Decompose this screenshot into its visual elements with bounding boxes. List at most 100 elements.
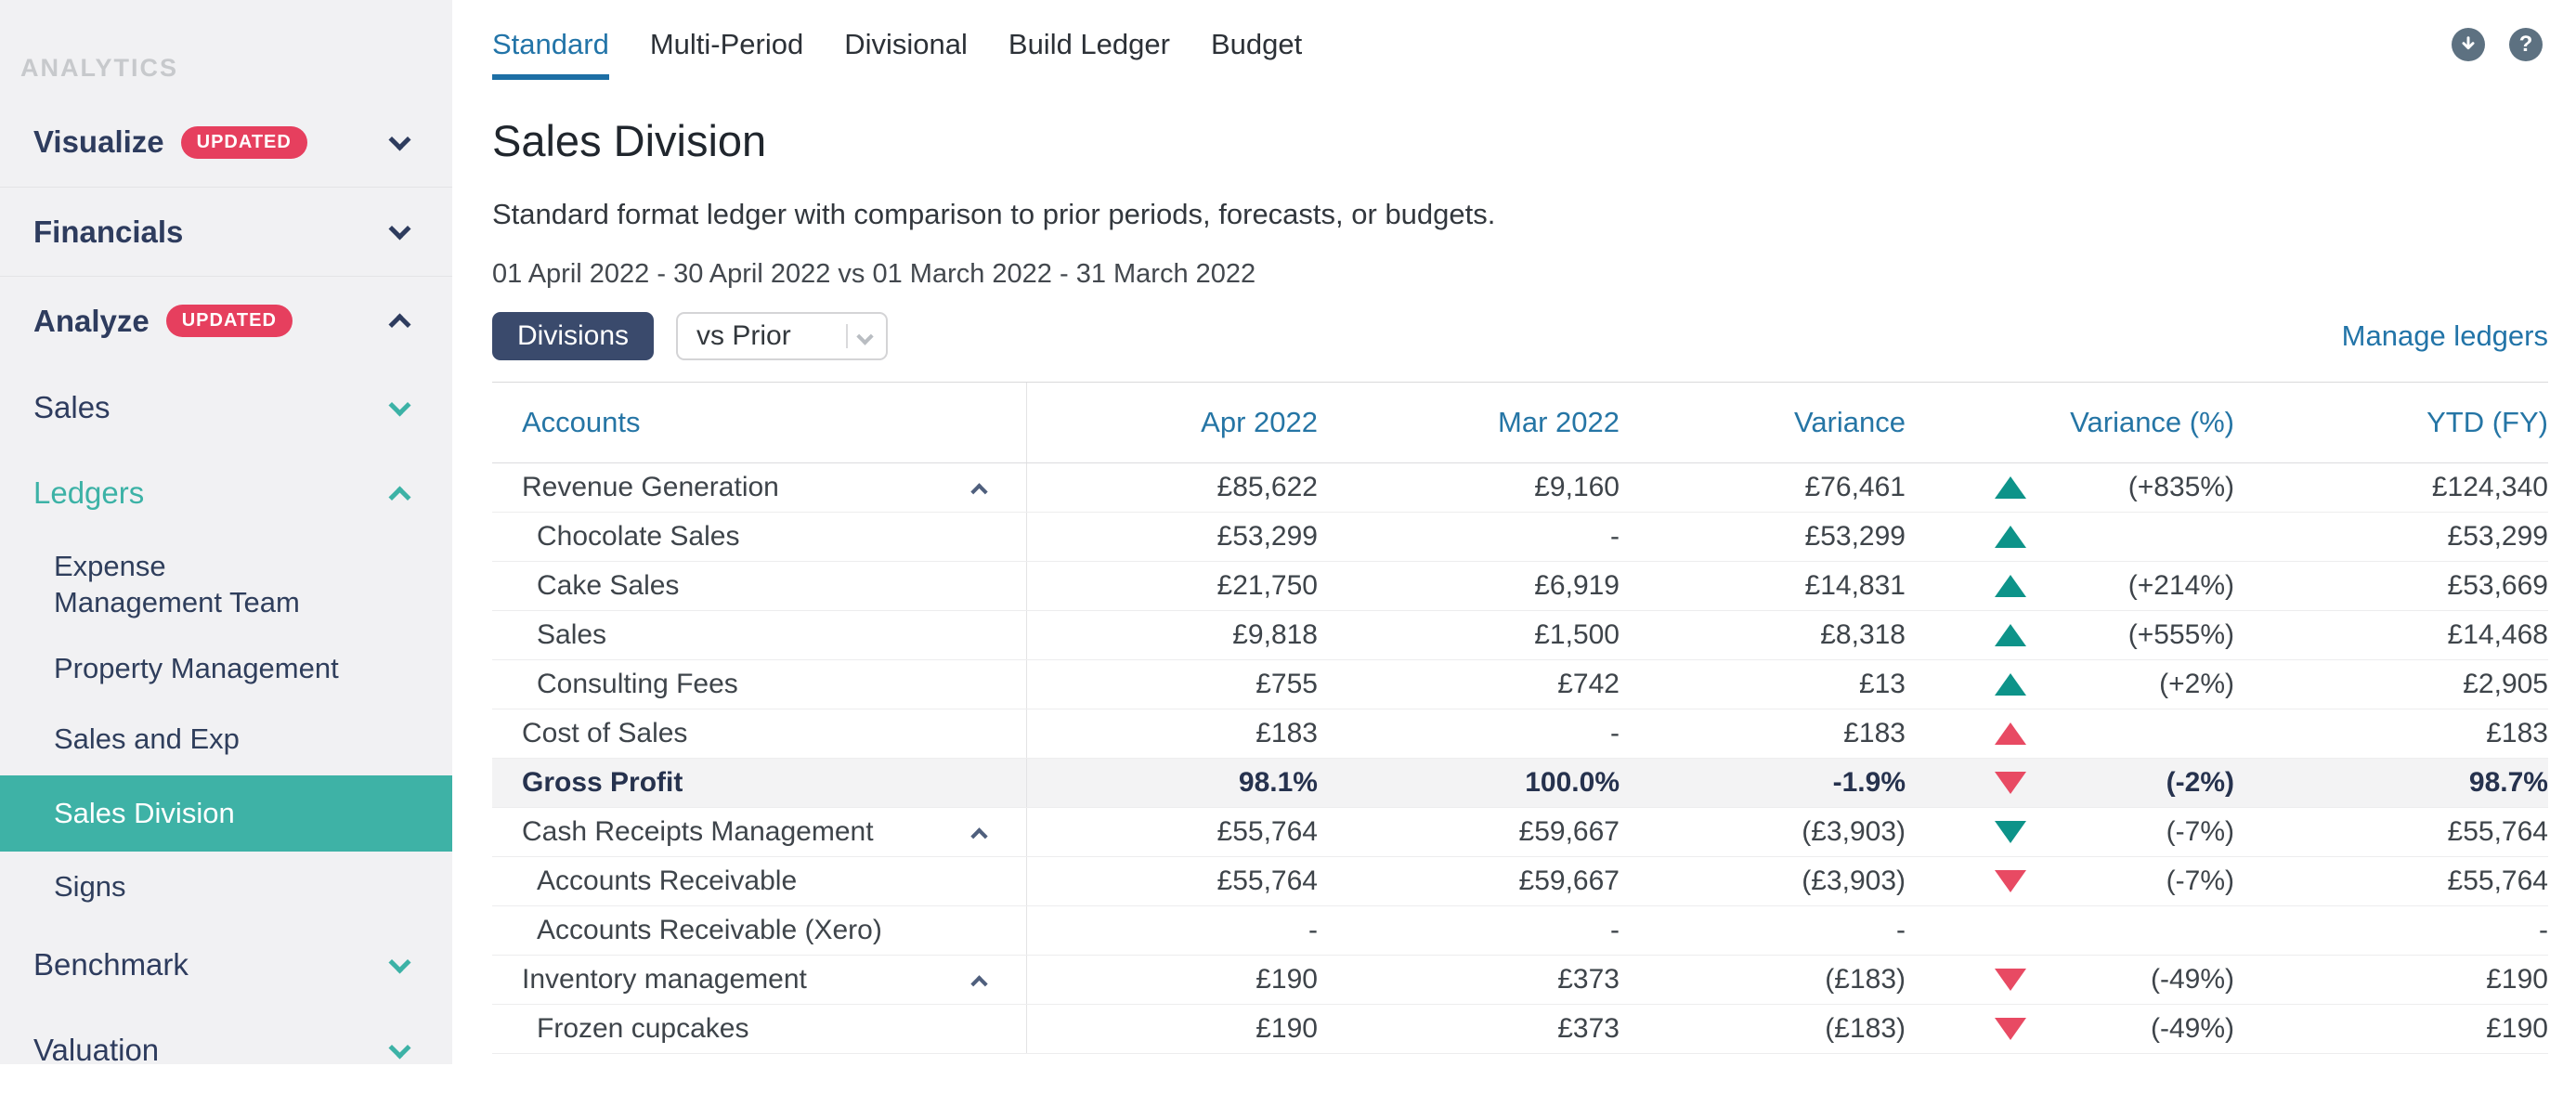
tab-standard[interactable]: Standard [492, 28, 609, 80]
variance-pct-value: (+835%) [2127, 472, 2234, 502]
ytd-value: - [2539, 915, 2548, 945]
table-row[interactable]: Accounts Receivable £55,764 £59,667 (£3,… [492, 857, 2548, 906]
table-row[interactable]: Frozen cupcakes £190 £373 (£183) (-49%) … [492, 1005, 2548, 1054]
sidebar-item-sales[interactable]: Sales [0, 365, 452, 450]
variance-direction-icon [1994, 673, 2026, 696]
account-name: Inventory management [522, 964, 807, 995]
column-header-ytd-fy: YTD (FY) [2426, 406, 2548, 438]
sidebar-item-analyze[interactable]: Analyze UPDATED [0, 276, 452, 365]
table-row[interactable]: Gross Profit 98.1% 100.0% -1.9% (-2%) 98… [492, 759, 2548, 808]
collapse-chevron-icon[interactable] [970, 826, 988, 845]
chevron-down-icon [388, 951, 411, 974]
sidebar-item-valuation[interactable]: Valuation [0, 1008, 452, 1093]
chevron-down-icon [388, 393, 411, 417]
ytd-value: £55,764 [2447, 816, 2548, 847]
variance-value: - [1896, 915, 1906, 945]
sidebar-item-sales-and-exp[interactable]: Sales and Exp [0, 705, 452, 775]
collapse-chevron-icon[interactable] [970, 482, 988, 501]
collapse-chevron-icon[interactable] [970, 974, 988, 993]
download-icon[interactable] [2452, 28, 2485, 61]
mar-value: - [1610, 718, 1620, 748]
account-name: Consulting Fees [537, 669, 738, 699]
comparison-select[interactable]: vs Prior [676, 312, 889, 360]
variance-pct-value: (-49%) [2150, 964, 2234, 995]
chevron-up-icon [388, 485, 411, 509]
page-title: Sales Division [492, 116, 767, 165]
ytd-value: £55,764 [2447, 865, 2548, 896]
sidebar-item-visualize[interactable]: Visualize UPDATED [0, 98, 452, 187]
column-header-variance: Variance [1793, 406, 1906, 438]
table-row[interactable]: Revenue Generation £85,622 £9,160 £76,46… [492, 463, 2548, 513]
help-icon[interactable]: ? [2509, 28, 2543, 61]
variance-value: £8,318 [1820, 619, 1906, 650]
page-subtitle: Standard format ledger with comparison t… [492, 198, 1496, 230]
apr-value: £55,764 [1216, 816, 1318, 847]
variance-value: £183 [1843, 718, 1906, 748]
manage-ledgers-link[interactable]: Manage ledgers [2341, 319, 2548, 352]
account-name: Gross Profit [522, 767, 683, 798]
variance-pct-value: (-7%) [2166, 816, 2234, 847]
variance-value: £76,461 [1804, 472, 1906, 502]
table-row[interactable]: Chocolate Sales £53,299 - £53,299 £53,29… [492, 513, 2548, 562]
variance-value: £13 [1858, 669, 1906, 699]
mar-value: £742 [1557, 669, 1620, 699]
apr-value: £85,622 [1216, 472, 1318, 502]
sidebar-item-ledgers[interactable]: Ledgers [0, 450, 452, 536]
mar-value: £59,667 [1518, 865, 1620, 896]
sidebar-item-expense-management-team[interactable]: Expense Management Team [0, 536, 362, 634]
variance-pct-value: (-7%) [2166, 865, 2234, 896]
tab-multi-period[interactable]: Multi-Period [649, 28, 804, 60]
ytd-value: £190 [2486, 964, 2548, 995]
controls-row: Divisions vs Prior Manage ledgers [492, 312, 2548, 360]
table-row[interactable]: Cost of Sales £183 - £183 £183 [492, 709, 2548, 759]
date-range: 01 April 2022 - 30 April 2022 vs 01 Marc… [492, 259, 1256, 289]
sidebar-item-label: Expense Management Team [54, 550, 300, 618]
account-name: Revenue Generation [522, 472, 779, 502]
sidebar-item-label: Benchmark [33, 947, 189, 982]
sidebar-item-label: Sales Division [54, 796, 235, 829]
apr-value: £55,764 [1216, 865, 1318, 896]
table-row[interactable]: Cash Receipts Management £55,764 £59,667… [492, 808, 2548, 857]
sidebar-section-label: ANALYTICS [20, 54, 179, 82]
ytd-value: £190 [2486, 1013, 2548, 1044]
sidebar-item-label: Signs [54, 869, 126, 903]
tab-bar: Standard Multi-Period Divisional Build L… [492, 28, 2548, 80]
sidebar-item-benchmark[interactable]: Benchmark [0, 922, 452, 1008]
variance-direction-icon [1994, 575, 2026, 597]
table-row[interactable]: Consulting Fees £755 £742 £13 (+2%) £2,9… [492, 660, 2548, 709]
mar-value: - [1610, 521, 1620, 552]
variance-value: (£183) [1825, 964, 1906, 995]
table-row[interactable]: Accounts Receivable (Xero) - - - - [492, 906, 2548, 956]
ytd-value: £2,905 [2463, 669, 2548, 699]
table-row[interactable]: Inventory management £190 £373 (£183) (-… [492, 956, 2548, 1005]
variance-value: (£3,903) [1802, 816, 1906, 847]
tab-divisional[interactable]: Divisional [844, 28, 968, 60]
variance-direction-icon [1994, 476, 2026, 499]
sidebar-item-financials[interactable]: Financials [0, 187, 452, 276]
variance-pct-value: (+2%) [2159, 669, 2234, 699]
sidebar-item-signs[interactable]: Signs [0, 852, 452, 922]
variance-pct-value: (+555%) [2127, 619, 2234, 650]
variance-direction-icon [1994, 526, 2026, 548]
ytd-value: £124,340 [2431, 472, 2548, 502]
sidebar-item-label: Analyze [33, 303, 150, 338]
account-name: Cake Sales [537, 570, 680, 601]
sidebar-item-property-management[interactable]: Property Management [0, 634, 452, 705]
sidebar-item-label: Financials [33, 214, 184, 249]
ledger-table: Accounts Apr 2022 Mar 2022 Variance Vari… [492, 382, 2548, 1054]
tab-budget[interactable]: Budget [1210, 28, 1303, 60]
sidebar: ANALYTICS Visualize UPDATED Financials A… [0, 0, 452, 1067]
sidebar-item-sales-division[interactable]: Sales Division [0, 774, 452, 852]
table-row[interactable]: Sales £9,818 £1,500 £8,318 (+555%) £14,4… [492, 611, 2548, 660]
apr-value: £190 [1255, 1013, 1318, 1044]
mar-value: - [1610, 915, 1620, 945]
variance-value: (£183) [1825, 1013, 1906, 1044]
divisions-button[interactable]: Divisions [492, 312, 655, 360]
mar-value: £1,500 [1534, 619, 1620, 650]
account-name: Sales [537, 619, 607, 650]
sidebar-item-label: Ledgers [33, 475, 145, 510]
ytd-value: £53,669 [2447, 570, 2548, 601]
tab-build-ledger[interactable]: Build Ledger [1008, 28, 1170, 60]
table-row[interactable]: Cake Sales £21,750 £6,919 £14,831 (+214%… [492, 562, 2548, 611]
variance-direction-icon [1994, 870, 2026, 892]
